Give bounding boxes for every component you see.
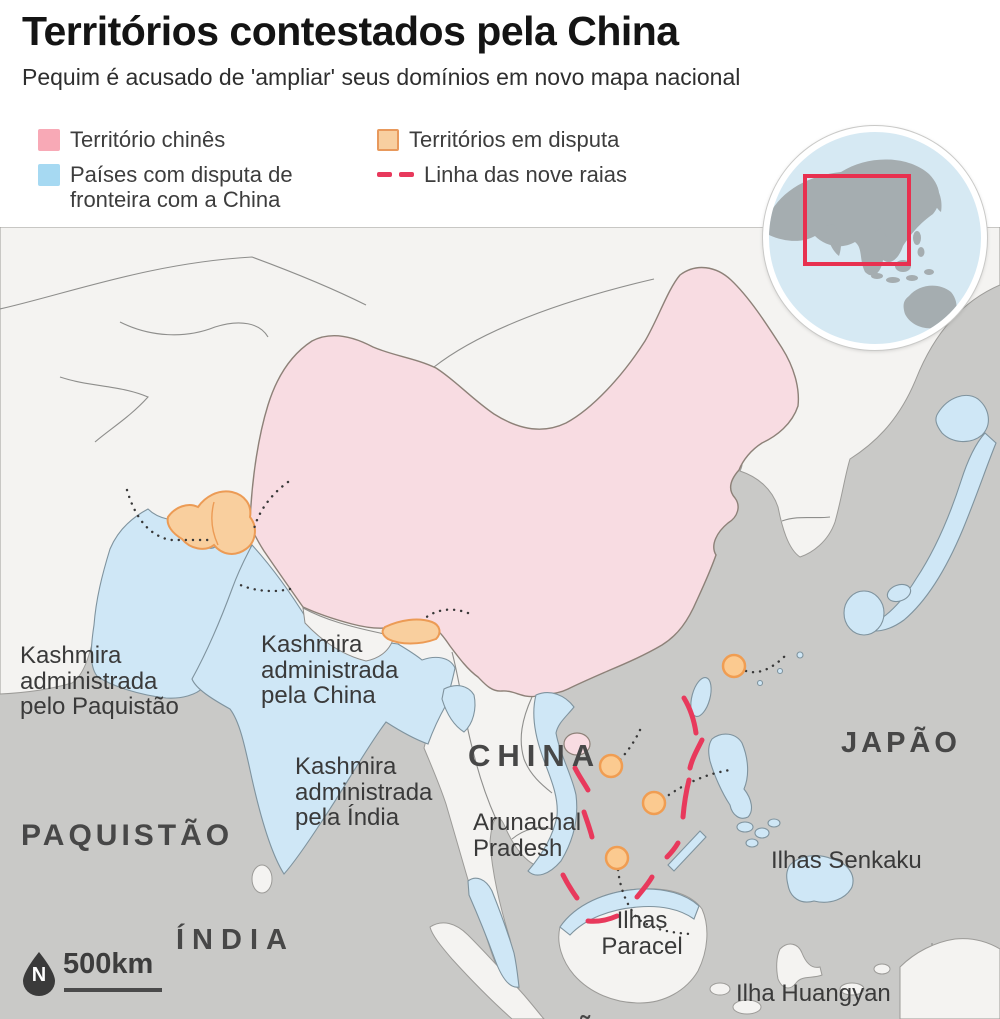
- annotation-paracel: Ilhas Paracel: [601, 907, 683, 960]
- legend-label: Território chinês: [70, 127, 226, 152]
- page-title: Territórios contestados pela China: [22, 8, 679, 54]
- label-china: CHINA: [468, 738, 602, 773]
- label-india: ÍNDIA: [176, 924, 295, 956]
- spratly-dot: [604, 845, 630, 871]
- hainan-island: [563, 732, 591, 756]
- arunachal-pradesh: [381, 618, 441, 645]
- japan-shikoku: [886, 583, 912, 603]
- huangyan-dot: [641, 790, 667, 816]
- compass-letter: N: [31, 964, 47, 986]
- asia-map: CHINA JAPÃO PAQUISTÃO ÍNDIA VIETNÃ FILIP…: [0, 227, 1000, 1019]
- dispute-countries: [90, 395, 997, 988]
- orange-swatch-icon: [377, 129, 399, 151]
- india: [191, 544, 456, 875]
- legend-label: Territórios em disputa: [409, 127, 620, 152]
- header: Territórios contestados pela China Pequi…: [0, 0, 1000, 227]
- globe-map: [769, 159, 971, 336]
- pink-swatch-icon: [38, 129, 60, 151]
- nepal: [302, 607, 395, 662]
- vietnam: [527, 692, 578, 876]
- legend-item-nine-dash-line: Linha das nove raias: [377, 162, 628, 188]
- scale-bar: [64, 988, 162, 992]
- philippines-luzon: [708, 733, 753, 819]
- disputed-territories: [166, 490, 441, 645]
- legend-label: Países com disputa de fronteira com a Ch…: [70, 162, 293, 212]
- japan-hokkaido: [935, 395, 989, 443]
- annotation-senkaku: Ilhas Senkaku: [771, 847, 922, 874]
- leader-lines: [125, 480, 788, 936]
- compass-drop-icon: [23, 952, 55, 996]
- japan-honshu: [859, 432, 997, 632]
- legend-item-border-dispute: Países com disputa de fronteira com a Ch…: [38, 162, 350, 212]
- bangladesh: [441, 685, 476, 733]
- paracel-dot: [598, 753, 624, 779]
- taiwan: [690, 676, 712, 718]
- globe-locator-inset: [763, 126, 987, 350]
- label-paquistao: PAQUISTÃO: [21, 819, 234, 852]
- malaysia-borneo: [559, 888, 700, 936]
- kashmir: [166, 490, 256, 555]
- north-compass: N: [21, 952, 57, 996]
- blue-swatch-icon: [38, 164, 60, 186]
- philippines-mindanao: [786, 855, 854, 903]
- annotation-kashmir-china: Kashmira administrada pela China: [261, 631, 399, 710]
- scale-label: 500km: [63, 948, 154, 980]
- philippines-palawan: [667, 830, 707, 872]
- annotation-kashmir-india: Kashmira administrada pela Índia: [295, 753, 433, 832]
- legend-label: Linha das nove raias: [424, 162, 628, 187]
- annotation-arunachal: Arunachal Pradesh: [473, 809, 582, 862]
- label-vietna: VIETNÃ: [471, 1015, 600, 1019]
- senkaku-dot: [721, 653, 747, 679]
- red-dash-icon: [377, 172, 414, 177]
- legend-item-china-territory: Território chinês: [38, 127, 226, 153]
- page-subtitle: Pequim é acusado de 'ampliar' seus domín…: [22, 64, 741, 90]
- annotation-kashmir-paquistao: Kashmira administrada pelo Paquistão: [20, 642, 179, 721]
- japan-kyushu: [843, 590, 885, 636]
- label-japao: JAPÃO: [841, 727, 961, 759]
- malaysia-peninsular: [467, 877, 520, 988]
- map-canvas: [0, 227, 1000, 1019]
- island-dots: [598, 653, 747, 871]
- legend-item-disputed-territories: Territórios em disputa: [377, 127, 620, 153]
- globe-continents: [769, 159, 971, 336]
- nine-dash-line: [560, 695, 705, 924]
- locator-rectangle: [803, 174, 911, 266]
- annotation-huangyan: Ilha Huangyan: [736, 980, 891, 1007]
